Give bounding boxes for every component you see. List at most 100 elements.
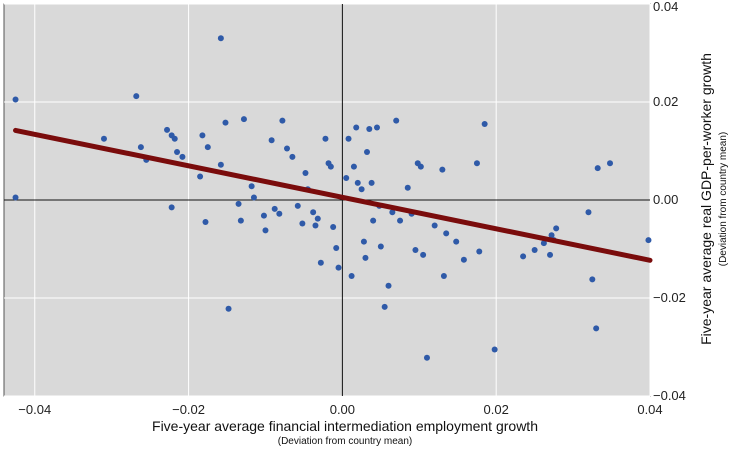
data-point [217, 35, 224, 42]
y-axis-title: Five-year average real GDP-per-worker gr… [698, 53, 714, 345]
data-point [225, 305, 232, 312]
regression-line [13, 127, 653, 263]
data-point [585, 209, 592, 216]
data-point [350, 163, 357, 170]
data-point [645, 237, 652, 244]
y-tick-label: −0.04 [653, 388, 686, 403]
data-point [412, 246, 419, 253]
data-point [404, 184, 411, 191]
x-tick-label: 0.00 [330, 402, 355, 417]
data-point [248, 183, 255, 190]
data-point [333, 245, 340, 252]
data-point [289, 153, 296, 160]
data-point [137, 144, 144, 151]
data-point [362, 254, 369, 261]
data-point [389, 209, 396, 216]
data-point [476, 248, 483, 255]
y-tick-label: 0.04 [653, 0, 678, 14]
data-point [385, 282, 392, 289]
data-point [174, 148, 181, 155]
x-axis-subtitle: (Deviation from country mean) [278, 436, 413, 447]
data-point [271, 205, 278, 212]
data-point [353, 124, 360, 131]
data-point [366, 125, 373, 132]
data-point [12, 194, 19, 201]
data-point [199, 132, 206, 139]
data-point [360, 238, 367, 245]
data-point [279, 117, 286, 124]
data-point [302, 170, 309, 177]
data-point [589, 276, 596, 283]
data-point [453, 238, 460, 245]
data-point [368, 179, 375, 186]
data-point [370, 217, 377, 224]
data-point [202, 219, 209, 226]
data-point [440, 272, 447, 279]
data-point [345, 135, 352, 142]
data-point [473, 160, 480, 167]
x-axis-title: Five-year average financial intermediati… [152, 418, 538, 434]
x-tick-label: 0.02 [484, 402, 509, 417]
data-point [481, 121, 488, 128]
data-point [540, 240, 547, 247]
data-point [314, 215, 321, 222]
data-point [593, 325, 600, 332]
data-point [322, 135, 329, 142]
data-point [276, 210, 283, 217]
y-tick-label: 0.02 [653, 94, 678, 109]
data-point [335, 264, 342, 271]
data-point [607, 160, 614, 167]
data-point [381, 303, 388, 310]
data-point [439, 166, 446, 173]
data-point [343, 174, 350, 181]
data-point [171, 135, 178, 142]
data-point [373, 124, 380, 131]
data-point [420, 251, 427, 258]
data-point [168, 204, 175, 211]
data-point [431, 222, 438, 229]
data-point [547, 251, 554, 258]
data-point [179, 153, 186, 160]
data-point [417, 163, 424, 170]
data-point [491, 346, 498, 353]
y-tick-labels: −0.04 −0.02 0.00 0.02 0.04 [653, 0, 686, 403]
data-point [100, 135, 107, 142]
data-point [299, 220, 306, 227]
data-point [222, 119, 229, 126]
data-point [262, 227, 269, 234]
zero-axis-lines [4, 4, 650, 396]
data-point [204, 144, 211, 151]
data-point [310, 209, 317, 216]
data-point [268, 137, 275, 144]
data-point [348, 272, 355, 279]
data-point [240, 116, 247, 123]
data-point [294, 202, 301, 209]
data-point [354, 179, 361, 186]
y-axis-subtitle: (Deviation from country mean) [718, 132, 729, 267]
data-point [548, 232, 555, 239]
data-point [397, 217, 404, 224]
data-point [423, 354, 430, 361]
data-point [164, 126, 171, 133]
data-point [531, 246, 538, 253]
data-point [363, 148, 370, 155]
data-point [197, 173, 204, 180]
data-point [317, 259, 324, 266]
data-point [312, 222, 319, 229]
data-point [327, 163, 334, 170]
data-point [553, 225, 560, 232]
data-point [460, 256, 467, 263]
data-point [217, 161, 224, 168]
data-point [393, 117, 400, 124]
x-tick-label: −0.04 [18, 402, 51, 417]
data-point [377, 243, 384, 250]
regression-line-group [13, 127, 653, 263]
data-point [237, 217, 244, 224]
data-point [330, 223, 337, 230]
y-tick-label: −0.02 [653, 290, 686, 305]
x-tick-label: 0.04 [637, 402, 662, 417]
data-point [250, 194, 257, 201]
data-point [520, 253, 527, 260]
data-point [443, 230, 450, 237]
